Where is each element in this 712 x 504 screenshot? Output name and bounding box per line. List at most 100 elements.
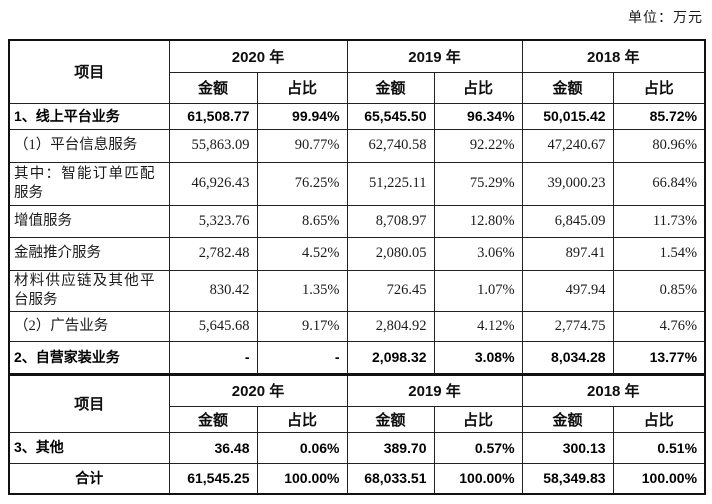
ratio-cell: 100.00% (433, 462, 523, 495)
amount-cell: 68,033.51 (346, 462, 435, 495)
header-year-2020: 2020 年 (168, 374, 348, 407)
amount-cell: 50,015.42 (521, 102, 614, 130)
amount-cell: 2,782.48 (168, 236, 258, 271)
amount-cell: 5,323.76 (168, 204, 258, 238)
revenue-breakdown-table: 项目 2020 年 2019 年 2018 年 金额 占比 金额 占比 金额 占… (8, 39, 707, 375)
amount-cell: 6,845.09 (521, 204, 614, 238)
amount-cell: - (168, 340, 258, 375)
header-ratio-2018: 占比 (612, 405, 706, 433)
row-label: 增值服务 (8, 204, 170, 238)
amount-cell: 726.45 (346, 269, 435, 312)
ratio-cell: 75.29% (433, 161, 523, 206)
ratio-cell: 100.00% (612, 462, 706, 495)
amount-cell: 2,080.05 (346, 236, 435, 271)
ratio-cell: 1.35% (256, 269, 348, 312)
table2-header: 项目 2020 年 2019 年 2018 年 金额 占比 金额 占比 金额 占… (8, 374, 706, 433)
table-row: 3、其他 36.48 0.06% 389.70 0.57% 300.13 0.5… (8, 431, 706, 464)
ratio-cell: 4.76% (612, 310, 706, 342)
ratio-cell: 8.65% (256, 204, 348, 238)
ratio-cell: 80.96% (612, 128, 706, 163)
totals-table: 项目 2020 年 2019 年 2018 年 金额 占比 金额 占比 金额 占… (8, 374, 707, 495)
amount-cell: 8,034.28 (521, 340, 614, 375)
total-label: 合计 (8, 462, 170, 495)
row-label: 材料供应链及其他平台服务 (8, 269, 170, 312)
ratio-cell: 3.08% (433, 340, 523, 375)
table-row: （2）广告业务 5,645.68 9.17% 2,804.92 4.12% 2,… (8, 310, 706, 342)
ratio-cell: 13.77% (612, 340, 706, 375)
row-label: （1）平台信息服务 (8, 128, 170, 163)
row-label: 金融推介服务 (8, 236, 170, 271)
ratio-cell: 1.07% (433, 269, 523, 312)
header-ratio-2020: 占比 (256, 71, 348, 104)
header-ratio-2019: 占比 (433, 71, 523, 104)
header-amount-2019: 金额 (346, 405, 435, 433)
row-label: 1、线上平台业务 (8, 102, 170, 130)
header-year-2018: 2018 年 (521, 39, 706, 73)
amount-cell: 65,545.50 (346, 102, 435, 130)
header-ratio-2019: 占比 (433, 405, 523, 433)
ratio-cell: 99.94% (256, 102, 348, 130)
amount-cell: 47,240.67 (521, 128, 614, 163)
ratio-cell: 4.52% (256, 236, 348, 271)
ratio-cell: 96.34% (433, 102, 523, 130)
ratio-cell: 0.51% (612, 431, 706, 464)
amount-cell: 389.70 (346, 431, 435, 464)
amount-cell: 61,545.25 (168, 462, 258, 495)
row-label: 其中：智能订单匹配服务 (8, 161, 170, 206)
ratio-cell: - (256, 340, 348, 375)
amount-cell: 61,508.77 (168, 102, 258, 130)
table-row: 其中：智能订单匹配服务 46,926.43 76.25% 51,225.11 7… (8, 161, 706, 206)
amount-cell: 2,098.32 (346, 340, 435, 375)
table-row: 材料供应链及其他平台服务 830.42 1.35% 726.45 1.07% 4… (8, 269, 706, 312)
amount-cell: 46,926.43 (168, 161, 258, 206)
table-row: 增值服务 5,323.76 8.65% 8,708.97 12.80% 6,84… (8, 204, 706, 238)
row-label: （2）广告业务 (8, 310, 170, 342)
table1-header: 项目 2020 年 2019 年 2018 年 金额 占比 金额 占比 金额 占… (8, 39, 706, 104)
header-year-2019: 2019 年 (346, 374, 523, 407)
ratio-cell: 4.12% (433, 310, 523, 342)
ratio-cell: 100.00% (256, 462, 348, 495)
amount-cell: 39,000.23 (521, 161, 614, 206)
amount-cell: 36.48 (168, 431, 258, 464)
table-row: 1、线上平台业务 61,508.77 99.94% 65,545.50 96.3… (8, 102, 706, 130)
header-amount-2020: 金额 (168, 405, 258, 433)
header-year-2019: 2019 年 (346, 39, 523, 73)
ratio-cell: 85.72% (612, 102, 706, 130)
table-row: 金融推介服务 2,782.48 4.52% 2,080.05 3.06% 897… (8, 236, 706, 271)
amount-cell: 8,708.97 (346, 204, 435, 238)
amount-cell: 897.41 (521, 236, 614, 271)
ratio-cell: 90.77% (256, 128, 348, 163)
ratio-cell: 1.54% (612, 236, 706, 271)
ratio-cell: 11.73% (612, 204, 706, 238)
amount-cell: 62,740.58 (346, 128, 435, 163)
row-label: 3、其他 (8, 431, 170, 464)
row-label: 2、自营家装业务 (8, 340, 170, 375)
table-row-total: 合计 61,545.25 100.00% 68,033.51 100.00% 5… (8, 462, 706, 495)
table-row: 2、自营家装业务 - - 2,098.32 3.08% 8,034.28 13.… (8, 340, 706, 375)
ratio-cell: 12.80% (433, 204, 523, 238)
ratio-cell: 76.25% (256, 161, 348, 206)
header-item: 项目 (8, 374, 170, 433)
header-ratio-2018: 占比 (612, 71, 706, 104)
unit-label: 单位：万元 (628, 11, 703, 26)
ratio-cell: 9.17% (256, 310, 348, 342)
ratio-cell: 3.06% (433, 236, 523, 271)
ratio-cell: 0.06% (256, 431, 348, 464)
amount-cell: 2,774.75 (521, 310, 614, 342)
ratio-cell: 92.22% (433, 128, 523, 163)
header-year-2020: 2020 年 (168, 39, 348, 73)
header-ratio-2020: 占比 (256, 405, 348, 433)
header-amount-2020: 金额 (168, 71, 258, 104)
amount-cell: 300.13 (521, 431, 614, 464)
header-year-2018: 2018 年 (521, 374, 706, 407)
ratio-cell: 66.84% (612, 161, 706, 206)
header-amount-2018: 金额 (521, 71, 614, 104)
header-amount-2018: 金额 (521, 405, 614, 433)
header-amount-2019: 金额 (346, 71, 435, 104)
ratio-cell: 0.85% (612, 269, 706, 312)
amount-cell: 51,225.11 (346, 161, 435, 206)
amount-cell: 2,804.92 (346, 310, 435, 342)
amount-cell: 58,349.83 (521, 462, 614, 495)
amount-cell: 830.42 (168, 269, 258, 312)
